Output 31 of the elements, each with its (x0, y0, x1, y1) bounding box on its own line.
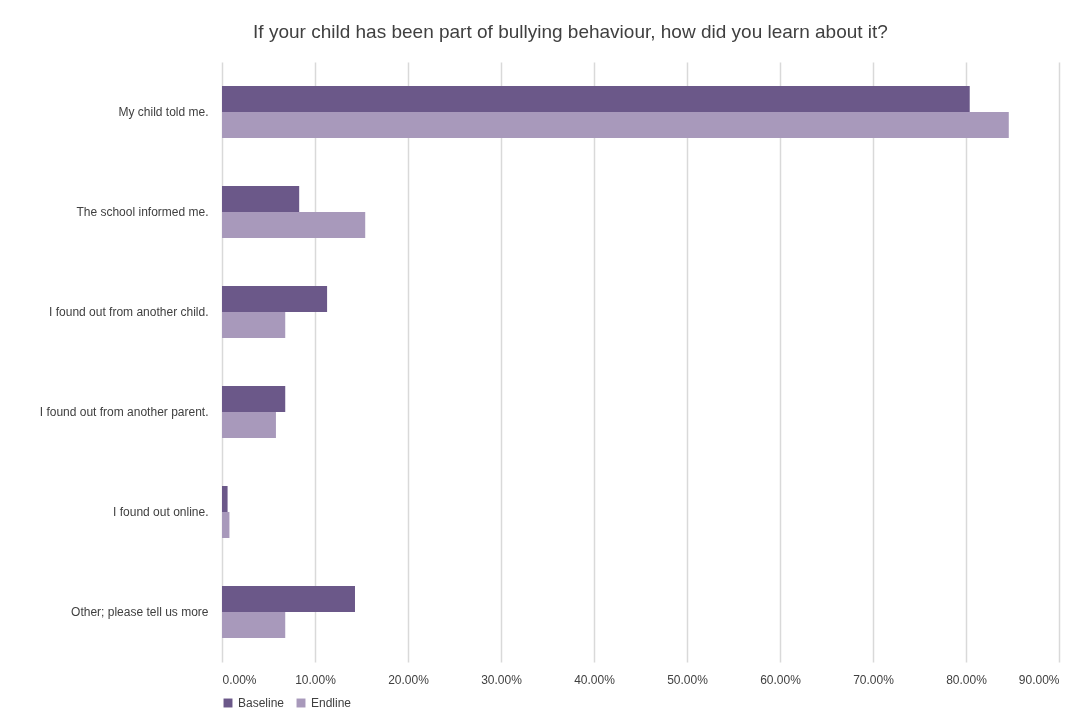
y-tick-label: I found out from another parent. (39, 405, 209, 419)
x-tick-label: 90.00% (1018, 672, 1060, 687)
bar (222, 512, 230, 538)
x-tick-label: 10.00% (295, 672, 337, 687)
x-tick-label: 0.00% (222, 672, 257, 687)
chart-title: If your child has been part of bullying behaviour, how did you learn about it? (253, 21, 888, 42)
y-tick-label: I found out online. (113, 505, 209, 519)
y-tick-label: I found out from another child. (49, 305, 209, 319)
x-tick-label: 70.00% (853, 672, 895, 687)
bar (222, 86, 970, 112)
x-tick-label: 50.00% (667, 672, 709, 687)
bar (222, 586, 355, 612)
y-tick-label: The school informed me. (76, 205, 209, 219)
x-tick-label: 30.00% (481, 672, 523, 687)
bar (222, 286, 328, 312)
bar (222, 386, 286, 412)
bar (222, 486, 228, 512)
x-tick-label: 40.00% (574, 672, 616, 687)
bar (222, 612, 286, 638)
y-tick-label: My child told me. (118, 105, 209, 119)
bar (222, 312, 286, 338)
bar (222, 412, 276, 438)
x-tick-label: 80.00% (946, 672, 988, 687)
bar (222, 212, 366, 238)
legend-label: Endline (311, 696, 352, 710)
bar (222, 112, 1009, 138)
bar (222, 186, 300, 212)
x-tick-label: 20.00% (388, 672, 430, 687)
legend-label: Baseline (238, 696, 285, 710)
y-tick-label: Other; please tell us more (71, 605, 209, 619)
x-tick-label: 60.00% (760, 672, 802, 687)
